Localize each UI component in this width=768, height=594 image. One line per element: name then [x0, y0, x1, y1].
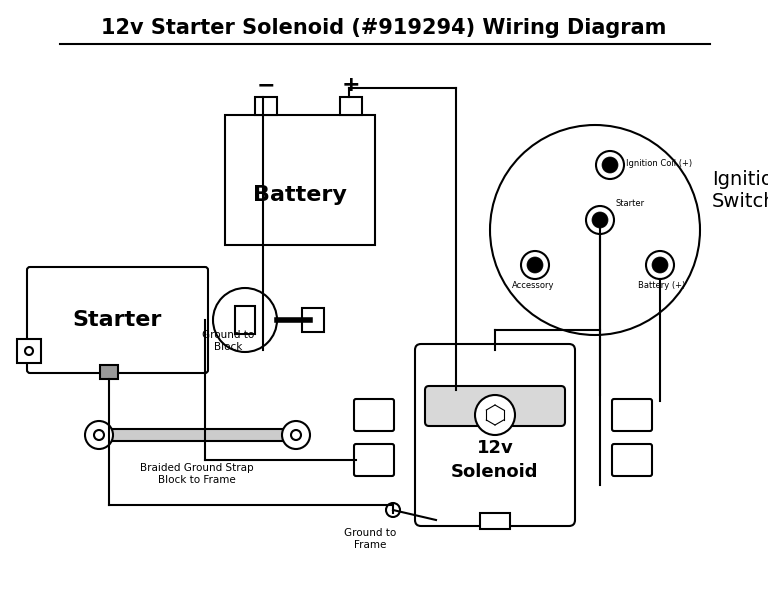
- Circle shape: [386, 503, 400, 517]
- Circle shape: [213, 288, 277, 352]
- FancyBboxPatch shape: [612, 444, 652, 476]
- FancyBboxPatch shape: [354, 444, 394, 476]
- FancyBboxPatch shape: [425, 386, 565, 426]
- Circle shape: [602, 157, 618, 173]
- FancyBboxPatch shape: [354, 399, 394, 431]
- Text: Ground to
Frame: Ground to Frame: [344, 528, 396, 551]
- Circle shape: [596, 151, 624, 179]
- Text: Braided Ground Strap
Block to Frame: Braided Ground Strap Block to Frame: [141, 463, 253, 485]
- Circle shape: [592, 212, 608, 228]
- FancyBboxPatch shape: [225, 115, 375, 245]
- Circle shape: [291, 430, 301, 440]
- Text: Ignition
Switch: Ignition Switch: [712, 170, 768, 211]
- Circle shape: [282, 421, 310, 449]
- FancyBboxPatch shape: [415, 344, 575, 526]
- Text: −: −: [257, 75, 275, 95]
- FancyBboxPatch shape: [302, 308, 324, 332]
- Text: 12v
Solenoid: 12v Solenoid: [452, 439, 538, 481]
- Text: Accessory: Accessory: [511, 281, 554, 290]
- Circle shape: [521, 251, 549, 279]
- FancyBboxPatch shape: [480, 513, 510, 529]
- Text: Battery (+): Battery (+): [638, 281, 686, 290]
- Circle shape: [475, 395, 515, 435]
- Text: 12v Starter Solenoid (#919294) Wiring Diagram: 12v Starter Solenoid (#919294) Wiring Di…: [101, 18, 667, 38]
- Circle shape: [94, 430, 104, 440]
- Circle shape: [25, 347, 33, 355]
- Text: +: +: [342, 75, 360, 95]
- Text: Starter: Starter: [72, 310, 162, 330]
- FancyBboxPatch shape: [255, 97, 277, 115]
- Circle shape: [652, 257, 668, 273]
- FancyBboxPatch shape: [235, 306, 255, 334]
- Text: Ignition Coil (+): Ignition Coil (+): [626, 159, 692, 168]
- FancyBboxPatch shape: [612, 399, 652, 431]
- FancyBboxPatch shape: [100, 365, 118, 379]
- Text: Ground to
Block: Ground to Block: [202, 330, 254, 352]
- FancyBboxPatch shape: [99, 429, 296, 441]
- Text: Starter: Starter: [616, 199, 645, 208]
- Circle shape: [586, 206, 614, 234]
- Circle shape: [85, 421, 113, 449]
- FancyBboxPatch shape: [340, 97, 362, 115]
- Circle shape: [646, 251, 674, 279]
- Text: Battery: Battery: [253, 185, 347, 205]
- Circle shape: [527, 257, 543, 273]
- Circle shape: [490, 125, 700, 335]
- FancyBboxPatch shape: [17, 339, 41, 363]
- FancyBboxPatch shape: [27, 267, 208, 373]
